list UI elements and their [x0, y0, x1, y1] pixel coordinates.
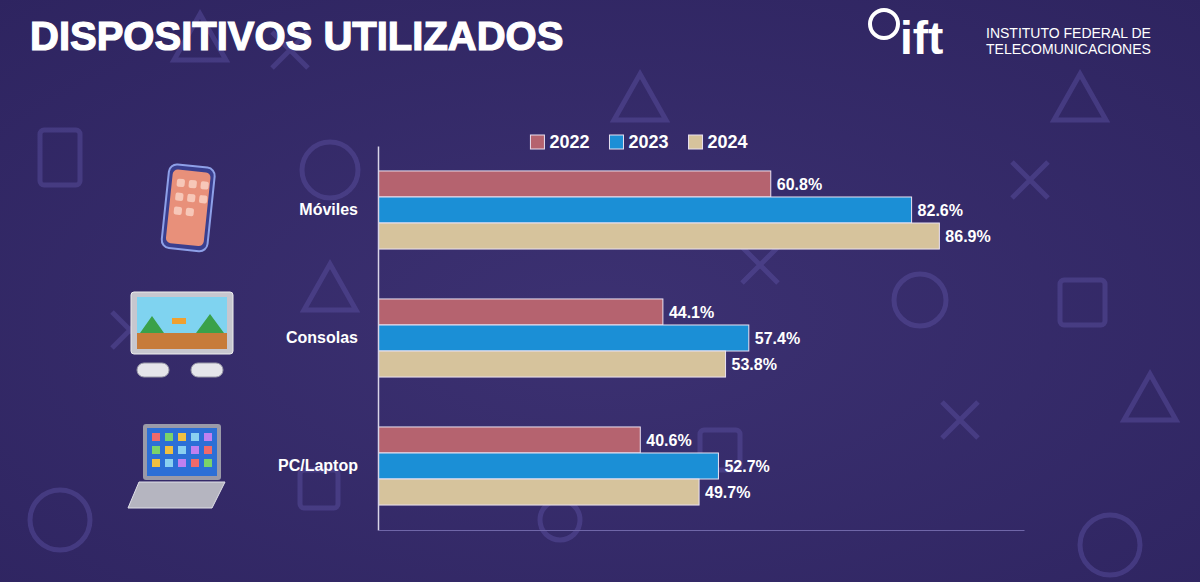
deco-cross [742, 247, 778, 283]
bar [378, 325, 749, 351]
deco-triangle [304, 264, 356, 310]
icon-laptop [128, 424, 225, 508]
tick: Consolas [286, 329, 378, 346]
data-label: 82.6% [918, 202, 963, 219]
deco-circle [302, 142, 358, 198]
data-labels: 60.8% 44.1% 40.6% 82.6% 57.4% 52.7% 86.9% 53.8%… [646, 176, 990, 501]
legend-item: 2023 [609, 132, 668, 152]
bar [378, 453, 718, 479]
deco-cross [1012, 162, 1048, 198]
deco-triangle [614, 74, 666, 120]
background-shapes [30, 14, 1176, 575]
deco-triangle [1054, 74, 1106, 120]
logo-subtext: TELECOMUNICACIONES [986, 41, 1151, 57]
tick-label: Móviles [299, 201, 358, 218]
tick: Móviles [299, 201, 378, 218]
legend: 2022 2023 2024 [530, 132, 747, 152]
bar [378, 351, 726, 377]
logo-icon [870, 10, 898, 38]
deco-square [300, 470, 338, 508]
tick-label: Consolas [286, 329, 358, 346]
icon-console [131, 292, 233, 377]
data-label: 57.4% [755, 330, 800, 347]
data-label: 60.8% [777, 176, 822, 193]
bar [378, 171, 771, 197]
legend-swatch [530, 135, 544, 149]
bar [378, 479, 699, 505]
deco-triangle [1124, 374, 1176, 420]
bar [378, 223, 939, 249]
deco-circle [894, 274, 946, 326]
tick-label: PC/Laptop [278, 457, 358, 474]
data-label: 86.9% [945, 228, 990, 245]
data-label: 53.8% [732, 356, 777, 373]
icons [128, 164, 233, 508]
axis-line [379, 530, 1025, 531]
bar [378, 197, 912, 223]
legend-item: 2024 [689, 132, 748, 152]
chart-root: DISPOSITIVOS UTILIZADOS ift INSTITUTO FEDE… [0, 0, 1200, 582]
background [0, 0, 1200, 582]
deco-circle [1080, 515, 1140, 575]
data-label: 52.7% [724, 458, 769, 475]
deco-square [40, 130, 80, 185]
icon-phone [161, 164, 216, 252]
y-axis: Móviles Consolas PC/Laptop [278, 147, 379, 531]
data-label: 49.7% [705, 484, 750, 501]
title: DISPOSITIVOS UTILIZADOS [30, 14, 563, 58]
logo: ift INSTITUTO FEDERAL DETELECOMUNICACIONE… [870, 10, 1151, 64]
x-axis [379, 530, 1025, 531]
logo-text: ift [900, 12, 943, 64]
tick: PC/Laptop [278, 457, 378, 474]
legend-item: 2022 [530, 132, 589, 152]
legend-swatch [609, 135, 623, 149]
bar [378, 427, 640, 453]
deco-circle [540, 500, 580, 540]
legend-label: 2023 [628, 132, 668, 152]
data-label: 40.6% [646, 432, 691, 449]
deco-circle [30, 490, 90, 550]
bars [378, 171, 939, 505]
axis-line [378, 147, 380, 531]
legend-swatch [689, 135, 703, 149]
logo-subtext: INSTITUTO FEDERAL DE [986, 25, 1151, 41]
deco-square [1060, 280, 1105, 325]
legend-label: 2024 [708, 132, 748, 152]
deco-cross [942, 402, 978, 438]
data-label: 44.1% [669, 304, 714, 321]
bar [378, 299, 663, 325]
legend-label: 2022 [549, 132, 589, 152]
